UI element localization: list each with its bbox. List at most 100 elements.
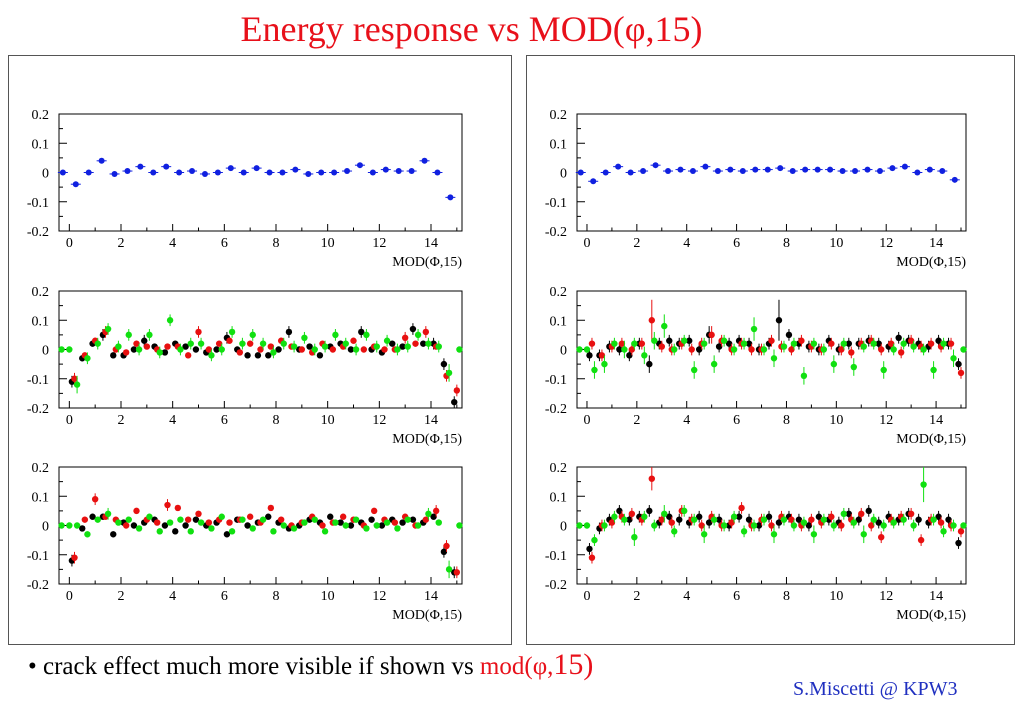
chart-left-top: -0.2 -0.1 0 0.1 0.2 0 2 4 6 8 10 12 14 MOD(Φ,15) [27, 108, 463, 270]
data-point-red [628, 346, 636, 353]
data-point-blue [292, 166, 299, 173]
data-point-green [66, 522, 73, 529]
data-point-black [110, 531, 117, 538]
data-point-black [586, 352, 593, 359]
data-point-red [688, 346, 695, 353]
x-tick-label: 6 [221, 236, 228, 251]
data-point-green [820, 346, 828, 353]
y-tick-label: 0.2 [550, 461, 568, 476]
data-point-red [768, 522, 775, 529]
y-tick-label: 0.2 [550, 285, 568, 300]
data-point-green [373, 343, 380, 350]
data-point-red [339, 513, 347, 520]
data-point-red [628, 510, 636, 517]
data-point-green [850, 363, 857, 371]
data-point-black [735, 513, 743, 520]
data-point-green [404, 343, 411, 350]
data-point-green [435, 519, 442, 526]
data-point-green [332, 519, 339, 526]
data-point-black [254, 352, 262, 359]
data-point-red [937, 519, 945, 526]
data-point-red [957, 369, 965, 377]
data-point-red [143, 343, 151, 350]
x-tick-label: 14 [929, 589, 943, 604]
data-point-black [626, 516, 633, 523]
data-point-green [259, 340, 267, 347]
y-tick-label: 0 [560, 344, 567, 359]
data-point-green [166, 519, 174, 526]
bullet-line: • crack effect much more visible if show… [28, 648, 593, 682]
data-point-green [730, 513, 738, 520]
data-point-red [838, 346, 845, 353]
x-tick-label: 12 [372, 589, 386, 604]
data-point-green [73, 522, 81, 529]
data-point-green [750, 522, 758, 529]
data-point-black [875, 340, 882, 347]
x-tick-label: 0 [583, 236, 590, 251]
data-point-black [306, 343, 313, 350]
y-tick-label: -0.1 [27, 196, 49, 211]
data-point-black [775, 519, 783, 526]
data-point-red [917, 536, 925, 544]
y-tick-label: -0.2 [545, 578, 567, 593]
x-tick-label: 8 [783, 589, 790, 604]
data-point-black [430, 513, 437, 520]
x-tick-label: 10 [829, 413, 843, 428]
data-point-red [648, 317, 656, 324]
y-tick-label: 0 [560, 167, 567, 182]
x-tick-label: 10 [829, 589, 843, 604]
data-point-black [265, 352, 272, 359]
data-point-blue [889, 165, 896, 172]
data-point-green [611, 340, 618, 347]
data-point-red [768, 337, 775, 344]
data-point-red [878, 346, 885, 353]
data-point-red [788, 346, 795, 353]
x-tick-label: 6 [733, 413, 740, 428]
data-point-green [671, 528, 678, 535]
data-point-green [960, 346, 967, 353]
data-point-green [900, 516, 907, 523]
data-point-blue [739, 168, 746, 175]
data-point-blue [253, 165, 260, 172]
data-point-black [192, 516, 200, 523]
x-tick-label: 2 [118, 413, 125, 428]
data-point-green [342, 522, 349, 529]
data-point-red [957, 528, 965, 535]
data-point-green [920, 481, 927, 488]
data-point-green [363, 331, 370, 339]
y-tick-label: -0.1 [27, 373, 49, 388]
data-point-green [94, 340, 101, 347]
data-point-red [184, 352, 192, 359]
data-point-red [598, 352, 606, 359]
data-point-green [611, 513, 618, 520]
data-point-red [947, 340, 955, 347]
data-point-black [213, 346, 220, 353]
data-point-blue [369, 169, 376, 176]
data-point-blue [318, 169, 325, 176]
x-tick-label: 14 [424, 413, 438, 428]
data-point-blue [447, 194, 454, 201]
x-tick-label: 14 [424, 589, 438, 604]
data-point-blue [689, 168, 696, 175]
data-point-green [394, 525, 401, 532]
data-point-red [808, 516, 815, 523]
data-point-green [576, 522, 583, 529]
data-point-blue [702, 163, 709, 170]
y-tick-label: -0.1 [545, 196, 567, 211]
data-point-black [161, 522, 169, 529]
data-point-blue [577, 169, 584, 176]
data-point-black [389, 340, 396, 347]
data-point-black [440, 548, 448, 556]
data-point-red [828, 513, 835, 520]
data-point-green [84, 355, 91, 362]
x-tick-label: 0 [66, 236, 73, 251]
data-point-black [347, 346, 355, 353]
data-point-red [788, 516, 795, 523]
data-point-green [280, 522, 287, 529]
data-point-black [616, 346, 623, 353]
data-point-red [618, 340, 626, 347]
data-point-red [174, 504, 182, 512]
data-point-green [352, 346, 360, 353]
data-point-red [236, 349, 244, 356]
data-point-red [370, 507, 378, 515]
